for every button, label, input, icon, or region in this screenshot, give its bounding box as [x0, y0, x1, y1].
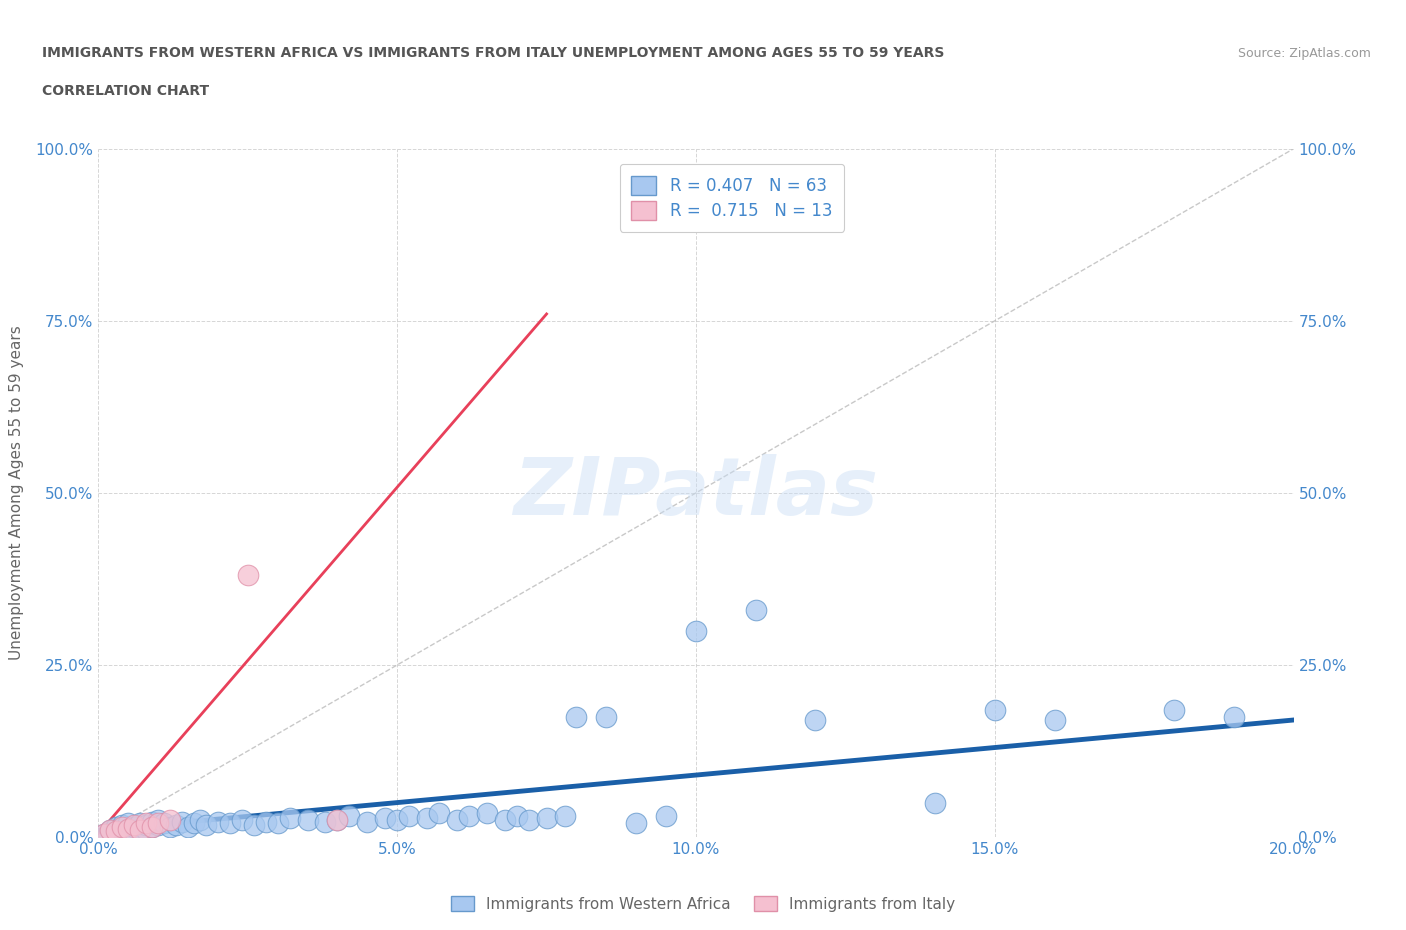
Point: [117, 823, 139, 838]
Point: [135, 823, 157, 838]
Point: [494, 813, 516, 828]
Point: [100, 823, 122, 838]
Point: [93, 826, 115, 841]
Point: [111, 821, 134, 836]
Text: IMMIGRANTS FROM WESTERN AFRICA VS IMMIGRANTS FROM ITALY UNEMPLOYMENT AMONG AGES : IMMIGRANTS FROM WESTERN AFRICA VS IMMIGR…: [42, 46, 945, 60]
Point: [326, 813, 349, 828]
Point: [243, 817, 266, 832]
Point: [105, 819, 128, 834]
Point: [148, 817, 170, 832]
Point: [129, 816, 152, 830]
Point: [111, 819, 134, 834]
Point: [141, 815, 163, 830]
Point: [804, 712, 827, 727]
Point: [626, 816, 648, 830]
Point: [595, 710, 617, 724]
Point: [655, 809, 678, 824]
Point: [172, 815, 194, 830]
Point: [111, 817, 134, 832]
Point: [416, 810, 439, 825]
Point: [135, 817, 157, 832]
Point: [100, 823, 122, 838]
Point: [254, 815, 277, 830]
Point: [517, 813, 540, 828]
Point: [458, 809, 481, 824]
Point: [278, 810, 301, 825]
Legend: Immigrants from Western Africa, Immigrants from Italy: Immigrants from Western Africa, Immigran…: [444, 889, 962, 918]
Point: [297, 813, 319, 828]
Point: [177, 819, 200, 834]
Point: [536, 810, 558, 825]
Point: [105, 824, 128, 839]
Point: [326, 813, 349, 828]
Point: [745, 603, 768, 618]
Point: [148, 816, 170, 830]
Point: [141, 819, 163, 834]
Point: [165, 817, 187, 832]
Point: [685, 623, 707, 638]
Point: [374, 810, 396, 825]
Point: [129, 823, 152, 838]
Point: [124, 817, 146, 832]
Point: [446, 813, 468, 828]
Point: [339, 809, 360, 824]
Point: [141, 819, 163, 834]
Point: [984, 702, 1007, 717]
Point: [148, 813, 170, 828]
Point: [924, 795, 946, 810]
Point: [188, 813, 211, 828]
Point: [117, 821, 139, 836]
Point: [105, 824, 128, 839]
Point: [427, 805, 450, 820]
Point: [475, 805, 498, 820]
Point: [195, 817, 218, 832]
Text: Source: ZipAtlas.com: Source: ZipAtlas.com: [1237, 47, 1371, 60]
Point: [1223, 710, 1246, 724]
Text: CORRELATION CHART: CORRELATION CHART: [42, 84, 209, 98]
Point: [506, 809, 529, 824]
Point: [1163, 702, 1185, 717]
Point: [1043, 712, 1066, 727]
Y-axis label: Unemployment Among Ages 55 to 59 years: Unemployment Among Ages 55 to 59 years: [10, 326, 24, 660]
Point: [398, 809, 420, 824]
Point: [236, 568, 259, 583]
Point: [267, 816, 290, 830]
Point: [117, 816, 139, 830]
Point: [124, 824, 146, 839]
Point: [129, 821, 152, 836]
Point: [207, 815, 229, 830]
Point: [159, 819, 181, 834]
Point: [565, 710, 588, 724]
Point: [554, 809, 576, 824]
Point: [183, 816, 205, 830]
Point: [135, 816, 157, 830]
Text: ZIPatlas: ZIPatlas: [513, 454, 879, 532]
Point: [93, 826, 115, 841]
Point: [159, 813, 181, 828]
Point: [231, 813, 253, 828]
Point: [356, 815, 378, 830]
Point: [153, 816, 176, 830]
Point: [315, 815, 337, 830]
Legend: R = 0.407   N = 63, R =  0.715   N = 13: R = 0.407 N = 63, R = 0.715 N = 13: [620, 164, 844, 232]
Point: [385, 813, 409, 828]
Point: [124, 819, 146, 834]
Point: [219, 816, 242, 830]
